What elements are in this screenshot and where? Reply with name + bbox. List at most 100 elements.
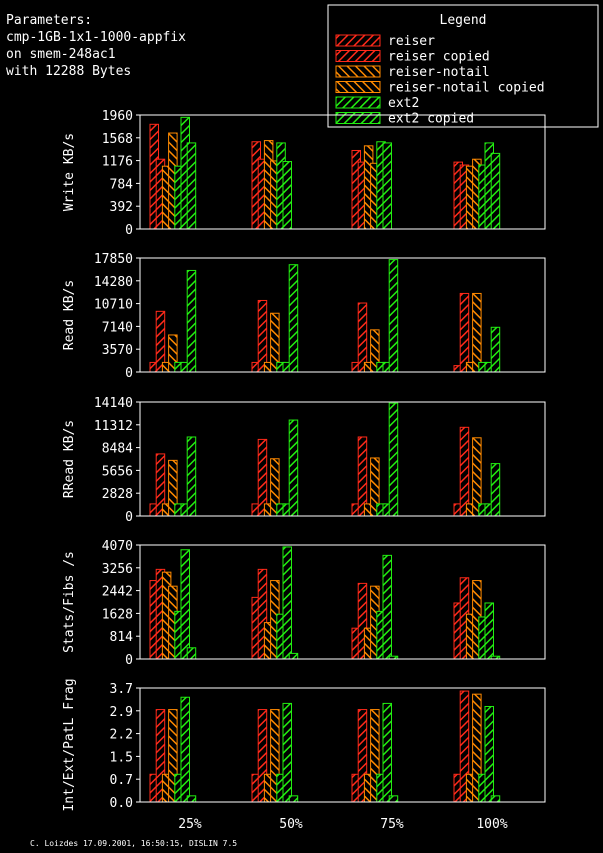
x-tick-label: 75% bbox=[380, 817, 404, 832]
bar bbox=[180, 549, 190, 660]
legend-title: Legend bbox=[440, 13, 487, 28]
y-tick-label: 0 bbox=[125, 223, 133, 238]
bar bbox=[459, 292, 470, 373]
y-axis-label: Stats/Fibs /s bbox=[62, 551, 77, 653]
plot-frame bbox=[139, 257, 546, 373]
y-tick-label: 1176 bbox=[102, 155, 133, 170]
plots: 0 392 784 1176 1568 1960 Write KB/s 0 3570 7140 10… bbox=[62, 109, 546, 812]
param-line-3: on smem-248ac1 bbox=[6, 47, 116, 62]
y-tick-label: 10710 bbox=[94, 298, 133, 313]
bar bbox=[490, 152, 501, 230]
y-tick-label: 11312 bbox=[94, 419, 133, 434]
legend-swatch bbox=[335, 34, 381, 47]
plot-frame bbox=[139, 544, 546, 660]
y-tick-label: 5656 bbox=[102, 464, 133, 479]
legend-label: reiser-notail copied bbox=[388, 81, 545, 96]
y-tick-label: 0 bbox=[125, 653, 133, 668]
y-tick-label: 2.2 bbox=[110, 728, 133, 743]
bar bbox=[484, 705, 494, 803]
plot-frame bbox=[139, 687, 546, 803]
legend-swatch bbox=[335, 112, 381, 124]
bar bbox=[282, 702, 292, 803]
bar bbox=[472, 292, 482, 373]
bar bbox=[288, 652, 299, 660]
bar bbox=[282, 161, 292, 230]
y-tick-label: 1.5 bbox=[110, 750, 133, 765]
footer-credit: C. Loizdes 17.09.2001, 16:50:15, DISLIN … bbox=[30, 839, 237, 848]
y-tick-label: 392 bbox=[110, 200, 133, 215]
y-axis-label: Write KB/s bbox=[62, 133, 77, 211]
plot-frame bbox=[139, 401, 546, 517]
y-tick-label: 0 bbox=[125, 510, 133, 525]
plot-panel: 0 814 1628 2442 3256 4070 Stats/Fibs /s bbox=[62, 539, 546, 668]
y-tick-label: 14140 bbox=[94, 396, 133, 411]
plot-panel: 0 392 784 1176 1568 1960 Write KB/s bbox=[62, 109, 546, 238]
legend-label: reiser copied bbox=[388, 50, 490, 65]
bar bbox=[186, 436, 197, 517]
plot-frame bbox=[139, 114, 546, 230]
y-tick-label: 1628 bbox=[102, 607, 133, 622]
y-tick-label: 2828 bbox=[102, 487, 133, 502]
legend-swatch bbox=[335, 81, 381, 93]
param-line-4: with 12288 Bytes bbox=[6, 64, 131, 79]
param-line-1: Parameters: bbox=[6, 13, 92, 28]
bar bbox=[288, 795, 299, 803]
bar bbox=[388, 259, 399, 373]
x-tick-label: 100% bbox=[476, 817, 507, 832]
legend-label: reiser bbox=[388, 34, 435, 49]
bar bbox=[382, 702, 392, 803]
bar bbox=[288, 419, 299, 517]
y-tick-label: 3256 bbox=[102, 562, 133, 577]
param-line-2: cmp-1GB-1x1-1000-appfix bbox=[6, 30, 186, 45]
y-tick-label: 3570 bbox=[102, 343, 133, 358]
y-tick-label: 0.0 bbox=[110, 796, 133, 811]
plot-panel: 0 2828 5656 8484 11312 14140 RRead KB/s bbox=[62, 396, 546, 525]
y-tick-label: 0 bbox=[125, 366, 133, 381]
y-tick-label: 814 bbox=[110, 630, 134, 645]
bar bbox=[388, 402, 399, 517]
y-tick-label: 0.7 bbox=[110, 773, 133, 788]
bar bbox=[186, 795, 197, 803]
legend-swatch bbox=[335, 65, 381, 78]
bar bbox=[180, 696, 190, 803]
bar bbox=[288, 264, 299, 373]
legend-label: reiser-notail bbox=[388, 65, 490, 80]
legend-label: ext2 copied bbox=[388, 112, 474, 127]
y-tick-label: 2.9 bbox=[110, 705, 133, 720]
y-tick-label: 4070 bbox=[102, 539, 133, 554]
bar bbox=[186, 647, 197, 660]
y-axis-label: Int/Ext/PatL Frag bbox=[62, 678, 77, 811]
legend-swatch bbox=[335, 96, 381, 109]
parameters-block: Parameters: cmp-1GB-1x1-1000-appfix on s… bbox=[6, 13, 186, 79]
x-tick-label: 25% bbox=[178, 817, 202, 832]
y-tick-label: 2442 bbox=[102, 585, 133, 600]
x-axis-labels: 25% 50% 75% 100% bbox=[178, 817, 508, 832]
y-tick-label: 3.7 bbox=[110, 682, 133, 697]
y-tick-label: 8484 bbox=[102, 442, 133, 457]
bar bbox=[357, 302, 368, 373]
bar bbox=[490, 463, 501, 517]
bar bbox=[382, 554, 392, 660]
legend-swatch bbox=[335, 50, 381, 62]
bar bbox=[282, 546, 292, 660]
y-tick-label: 7140 bbox=[102, 320, 133, 335]
bar bbox=[257, 299, 268, 373]
bar bbox=[382, 142, 392, 230]
bar bbox=[490, 795, 501, 803]
bar bbox=[186, 142, 197, 230]
bar bbox=[388, 795, 399, 803]
y-tick-label: 1568 bbox=[102, 132, 133, 147]
y-axis-label: Read KB/s bbox=[62, 280, 77, 350]
y-tick-label: 1960 bbox=[102, 109, 133, 124]
y-tick-label: 14280 bbox=[94, 275, 133, 290]
bar bbox=[186, 269, 197, 373]
bar bbox=[490, 326, 501, 373]
y-axis-label: RRead KB/s bbox=[62, 420, 77, 498]
y-tick-label: 17850 bbox=[94, 252, 133, 267]
plot-panel: 0.0 0.7 1.5 2.2 2.9 3.7 Int/Ext/PatL Frag bbox=[62, 678, 546, 812]
y-tick-label: 784 bbox=[110, 177, 134, 192]
x-tick-label: 50% bbox=[279, 817, 303, 832]
bar bbox=[484, 602, 494, 660]
